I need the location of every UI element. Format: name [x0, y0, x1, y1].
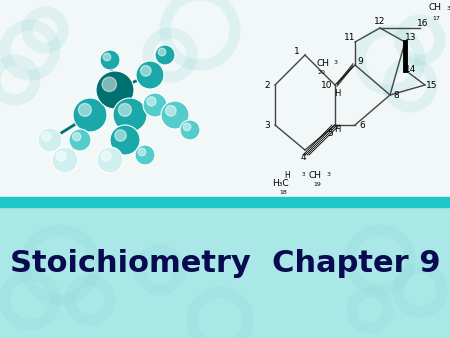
- Circle shape: [143, 93, 167, 117]
- Text: 3: 3: [301, 172, 305, 177]
- Bar: [0, 197, 450, 207]
- Circle shape: [78, 103, 91, 116]
- Circle shape: [115, 130, 126, 141]
- Text: 1: 1: [294, 48, 300, 56]
- Circle shape: [166, 105, 176, 116]
- Circle shape: [118, 103, 131, 116]
- Bar: [0, 0, 450, 200]
- Circle shape: [155, 45, 175, 65]
- Text: H: H: [334, 89, 340, 97]
- Circle shape: [72, 132, 81, 141]
- Text: 5: 5: [327, 128, 333, 138]
- Circle shape: [102, 77, 117, 92]
- Circle shape: [69, 129, 91, 151]
- Text: 4: 4: [300, 153, 306, 163]
- Text: 9: 9: [357, 57, 363, 67]
- Text: 6: 6: [359, 121, 365, 129]
- Circle shape: [97, 147, 123, 173]
- Text: 3: 3: [334, 61, 338, 66]
- Text: 12: 12: [374, 17, 386, 25]
- Text: CH: CH: [309, 170, 321, 179]
- Text: 14: 14: [405, 66, 417, 74]
- Circle shape: [113, 98, 147, 132]
- Text: H: H: [284, 170, 290, 179]
- Circle shape: [101, 151, 111, 161]
- Text: H₃C: H₃C: [272, 178, 288, 188]
- Circle shape: [100, 50, 120, 70]
- Text: 10: 10: [321, 80, 333, 90]
- Text: 19: 19: [313, 183, 321, 188]
- Text: 11: 11: [344, 32, 356, 42]
- Circle shape: [103, 53, 111, 61]
- Text: 8: 8: [393, 91, 399, 99]
- Circle shape: [180, 120, 200, 140]
- Text: 17: 17: [432, 16, 440, 21]
- Circle shape: [42, 132, 51, 141]
- Circle shape: [140, 66, 151, 76]
- Text: 13: 13: [405, 32, 417, 42]
- Text: 15: 15: [426, 80, 438, 90]
- Text: 20: 20: [317, 70, 325, 74]
- Circle shape: [96, 71, 134, 109]
- Circle shape: [161, 101, 189, 129]
- Text: 3: 3: [447, 5, 450, 10]
- Text: Stoichiometry  Chapter 9: Stoichiometry Chapter 9: [10, 248, 440, 277]
- Circle shape: [52, 147, 78, 173]
- Text: 18: 18: [279, 191, 287, 195]
- Text: H: H: [334, 124, 340, 134]
- Circle shape: [135, 145, 155, 165]
- Text: CH: CH: [316, 58, 329, 68]
- Circle shape: [136, 61, 164, 89]
- Text: CH: CH: [428, 3, 441, 13]
- Text: 2: 2: [264, 80, 270, 90]
- Text: 3: 3: [327, 172, 331, 177]
- Circle shape: [138, 148, 146, 156]
- Circle shape: [56, 151, 66, 161]
- Circle shape: [38, 128, 62, 152]
- Text: 16: 16: [417, 19, 429, 27]
- Circle shape: [183, 123, 191, 131]
- Circle shape: [73, 98, 107, 132]
- Circle shape: [147, 97, 156, 106]
- Circle shape: [110, 125, 140, 155]
- Bar: [0, 205, 450, 338]
- Circle shape: [158, 48, 166, 56]
- Text: 3: 3: [264, 121, 270, 129]
